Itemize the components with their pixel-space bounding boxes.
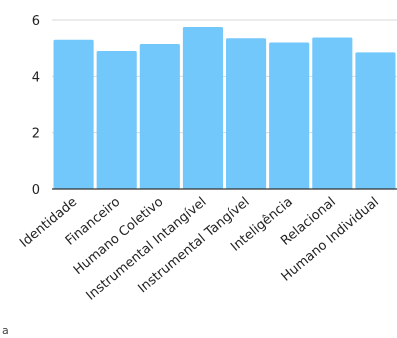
bar-2 <box>96 50 137 190</box>
bar-4 <box>182 27 224 189</box>
bar-layer <box>53 27 396 190</box>
bar-8 <box>355 52 396 189</box>
y-tick-label-4: 4 <box>32 70 40 85</box>
y-tick-labels: 0 2 4 6 <box>32 14 40 198</box>
bar-5 <box>226 38 267 190</box>
bar-6 <box>269 42 310 189</box>
y-tick-label-0: 0 <box>32 183 40 198</box>
bar-3 <box>139 43 180 189</box>
y-tick-label-2: 2 <box>32 127 40 142</box>
corner-mark-text: a <box>2 324 9 337</box>
bar-7 <box>312 37 353 190</box>
bar-1 <box>53 39 94 189</box>
y-tick-label-6: 6 <box>32 14 40 29</box>
